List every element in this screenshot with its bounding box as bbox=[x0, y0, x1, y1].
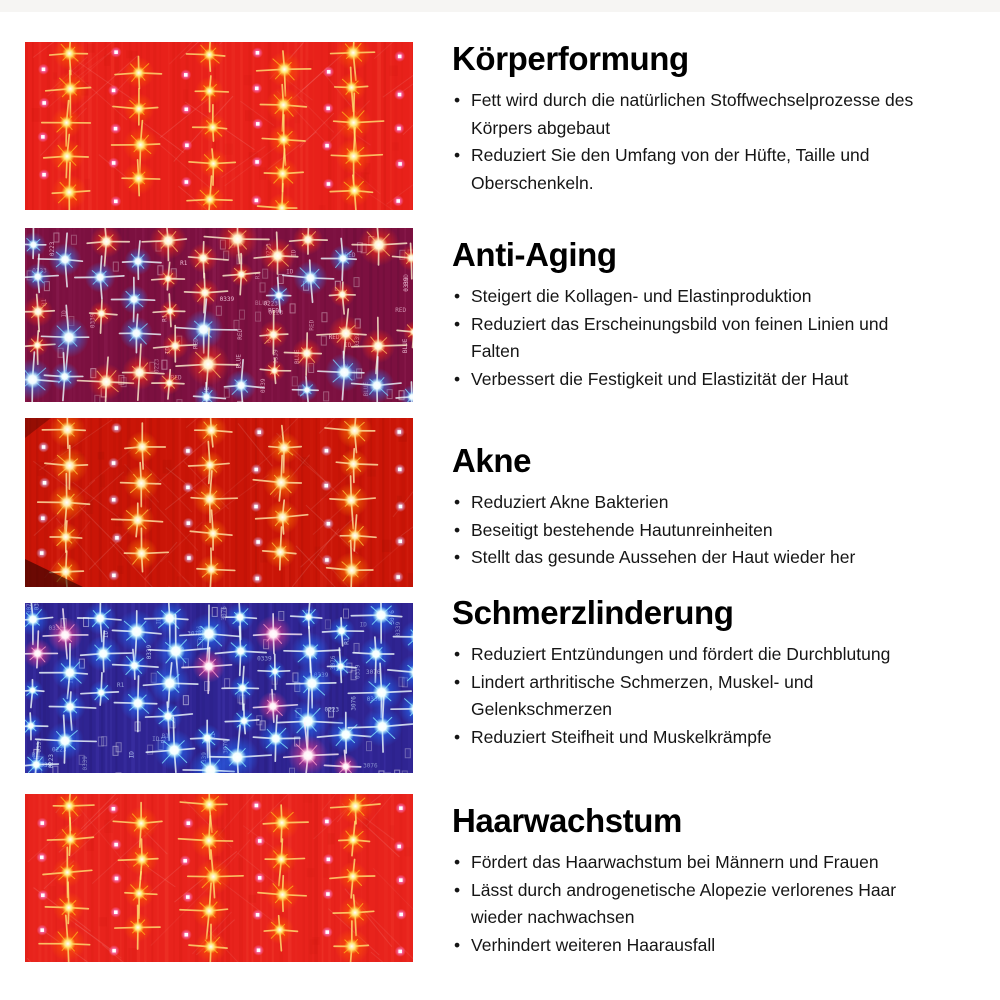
top-band bbox=[0, 0, 1000, 12]
benefit-item: Lindert arthritische Schmerzen, Muskel- … bbox=[452, 669, 914, 724]
benefit-list: Reduziert Entzündungen und fördert die D… bbox=[452, 641, 914, 751]
benefit-item: Verbessert die Festigkeit und Elastizitä… bbox=[452, 366, 914, 394]
led-panel-photo-koerperformung bbox=[25, 42, 413, 210]
benefit-item: Stellt das gesunde Aussehen der Haut wie… bbox=[452, 544, 914, 572]
benefit-item: Reduziert das Erscheinungsbild von feine… bbox=[452, 311, 914, 366]
benefit-item: Reduziert Akne Bakterien bbox=[452, 489, 914, 517]
benefit-item: Beseitigt bestehende Hautunreinheiten bbox=[452, 517, 914, 545]
section-title: Haarwachstum bbox=[452, 802, 682, 839]
led-panel-photo-akne bbox=[25, 418, 413, 587]
benefit-item: Reduziert Sie den Umfang von der Hüfte, … bbox=[452, 142, 914, 197]
benefit-list: Fett wird durch die natürlichen Stoffwec… bbox=[452, 87, 914, 197]
section-anti-aging: Anti-Aging Steigert die Kollagen- und El… bbox=[452, 235, 972, 393]
led-panel-photo-haarwachstum bbox=[25, 794, 413, 962]
benefit-item: Verhindert weiteren Haarausfall bbox=[452, 932, 914, 960]
benefit-list: Fördert das Haarwachstum bei Männern und… bbox=[452, 849, 914, 959]
benefit-list: Reduziert Akne BakterienBeseitigt besteh… bbox=[452, 489, 914, 572]
benefit-item: Lässt durch androgenetische Alopezie ver… bbox=[452, 877, 914, 932]
section-title: Anti-Aging bbox=[452, 236, 617, 273]
benefit-item: Fördert das Haarwachstum bei Männern und… bbox=[452, 849, 914, 877]
section-title: Schmerzlinderung bbox=[452, 594, 734, 631]
section-schmerzlinderung: Schmerzlinderung Reduziert Entzündungen … bbox=[452, 593, 972, 751]
section-akne: Akne Reduziert Akne BakterienBeseitigt b… bbox=[452, 441, 972, 572]
led-panel-photo-schmerzlinderung bbox=[25, 603, 413, 773]
section-title: Körperformung bbox=[452, 40, 689, 77]
section-haarwachstum: Haarwachstum Fördert das Haarwachstum be… bbox=[452, 801, 972, 959]
section-koerperformung: Körperformung Fett wird durch die natürl… bbox=[452, 39, 972, 197]
benefit-item: Reduziert Steifheit und Muskelkrämpfe bbox=[452, 724, 914, 752]
benefit-list: Steigert die Kollagen- und Elastinproduk… bbox=[452, 283, 914, 393]
benefit-item: Reduziert Entzündungen und fördert die D… bbox=[452, 641, 914, 669]
section-title: Akne bbox=[452, 442, 532, 479]
led-panel-photo-anti-aging bbox=[25, 228, 413, 402]
benefit-item: Fett wird durch die natürlichen Stoffwec… bbox=[452, 87, 914, 142]
benefit-item: Steigert die Kollagen- und Elastinproduk… bbox=[452, 283, 914, 311]
